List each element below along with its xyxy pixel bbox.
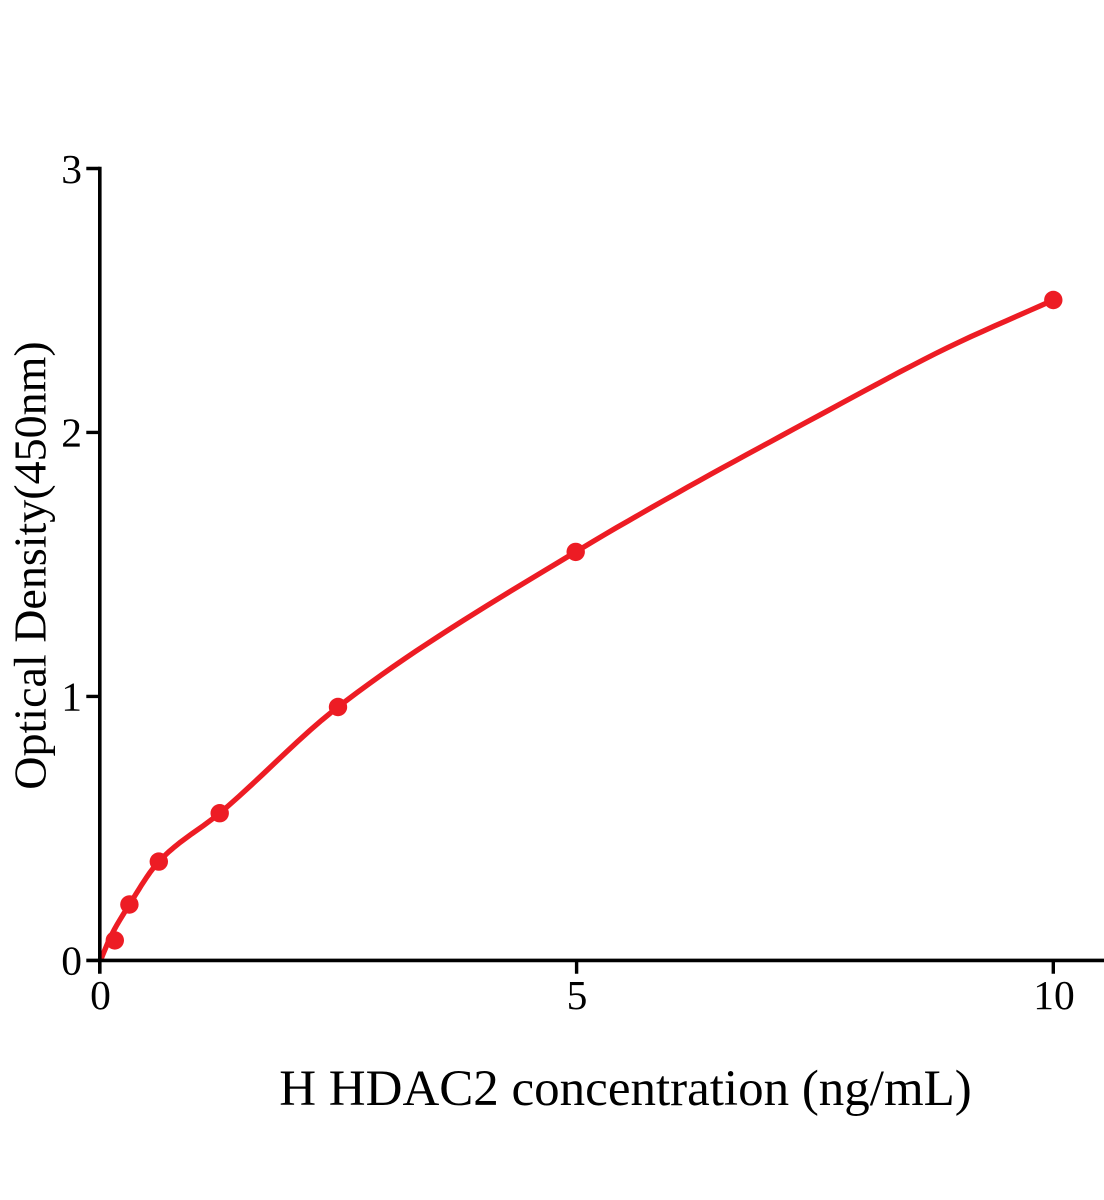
svg-text:Optical Density(450nm): Optical Density(450nm) <box>5 341 56 789</box>
svg-text:5: 5 <box>567 972 588 1018</box>
svg-text:H HDAC2 concentration (ng/mL): H HDAC2 concentration (ng/mL) <box>279 1061 972 1117</box>
svg-text:0: 0 <box>90 972 111 1018</box>
svg-text:1: 1 <box>61 674 82 720</box>
svg-text:10: 10 <box>1033 972 1075 1018</box>
svg-text:3: 3 <box>61 146 82 192</box>
svg-text:0: 0 <box>61 938 82 984</box>
svg-text:2: 2 <box>61 410 82 456</box>
